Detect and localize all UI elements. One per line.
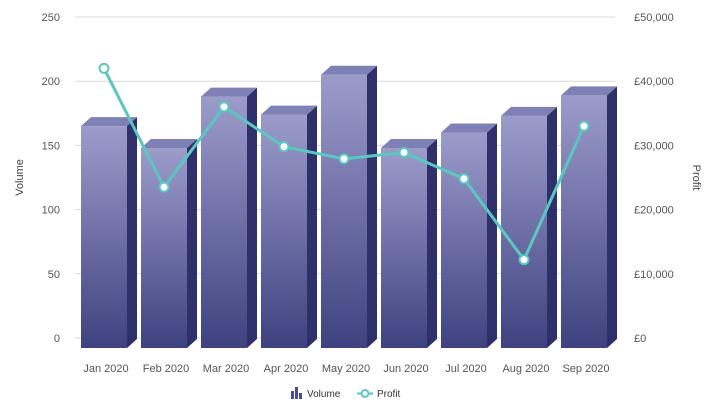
- profit-line-series: [98, 62, 590, 266]
- x-tick-label: Feb 2020: [143, 363, 189, 375]
- x-tick-label: Jan 2020: [83, 363, 128, 375]
- bar-top: [561, 86, 617, 96]
- profit-point: [518, 254, 530, 266]
- bar-front: [321, 74, 367, 348]
- left-axis-title: Volume: [14, 159, 26, 196]
- right-tick-label: £30,000: [634, 140, 674, 152]
- right-axis-title: Profit: [690, 165, 702, 191]
- legend-label-profit: Profit: [377, 389, 401, 400]
- bar-side: [307, 105, 317, 348]
- volume-bar: [321, 65, 377, 348]
- bar-front: [141, 147, 187, 348]
- right-tick-label: £0: [634, 333, 646, 345]
- profit-point: [578, 120, 590, 132]
- bar-front: [261, 114, 307, 348]
- legend-label-volume: Volume: [307, 389, 341, 400]
- legend-item-profit[interactable]: Profit: [357, 389, 401, 400]
- bar-top: [261, 105, 317, 115]
- profit-point: [398, 146, 410, 158]
- volume-bar: [381, 138, 437, 348]
- x-tick-label: Jun 2020: [383, 363, 428, 375]
- left-tick-label: 150: [42, 140, 60, 152]
- profit-point: [338, 153, 350, 165]
- profit-point: [458, 173, 470, 185]
- x-axis-ticks: Jan 2020 Feb 2020 Mar 2020 Apr 2020 May 2020…: [83, 363, 609, 375]
- right-tick-label: £10,000: [634, 269, 674, 281]
- volume-bar: [441, 123, 497, 348]
- x-tick-label: Aug 2020: [502, 363, 549, 375]
- right-tick-label: £50,000: [634, 12, 674, 24]
- bar-side: [487, 123, 497, 348]
- bar-front: [81, 126, 127, 348]
- right-axis-ticks: £0 £10,000 £20,000 £30,000 £40,000 £50,000: [634, 12, 674, 345]
- legend: Volume Profit: [291, 387, 401, 400]
- x-tick-label: Jul 2020: [445, 363, 487, 375]
- bar-side: [367, 65, 377, 348]
- bar-side: [607, 86, 617, 348]
- profit-point: [278, 141, 290, 153]
- left-axis-ticks: 0 50 100 150 200 250: [42, 12, 60, 345]
- bar-front: [561, 95, 607, 348]
- legend-bar-glyph: [291, 391, 294, 399]
- legend-marker-glyph: [360, 389, 370, 398]
- x-tick-label: Mar 2020: [203, 363, 249, 375]
- bar-front: [441, 132, 487, 348]
- volume-bars: [81, 65, 617, 348]
- bar-front: [501, 115, 547, 348]
- legend-bar-glyph: [295, 387, 298, 399]
- bar-side: [547, 106, 557, 348]
- bar-top: [441, 123, 497, 133]
- bar-top: [381, 138, 437, 148]
- profit-point: [158, 181, 170, 193]
- line-marker-icon: [357, 389, 373, 398]
- bar-side: [127, 117, 137, 348]
- bar-side: [187, 138, 197, 348]
- volume-bar: [141, 138, 197, 348]
- bar-top: [321, 65, 377, 75]
- legend-bar-glyph: [299, 393, 302, 399]
- bar-top: [141, 138, 197, 148]
- volume-bar: [81, 117, 137, 348]
- right-tick-label: £20,000: [634, 205, 674, 217]
- bar-top: [81, 117, 137, 127]
- left-tick-label: 50: [48, 269, 60, 281]
- left-tick-label: 100: [42, 205, 60, 217]
- bar-chart-icon: [291, 387, 302, 399]
- bar-side: [427, 138, 437, 348]
- right-tick-label: £40,000: [634, 76, 674, 88]
- x-tick-label: Apr 2020: [264, 363, 309, 375]
- x-tick-label: Sep 2020: [562, 363, 609, 375]
- left-tick-label: 200: [42, 76, 60, 88]
- bar-side: [247, 87, 257, 348]
- bar-front: [201, 96, 247, 348]
- bar-front: [381, 147, 427, 348]
- bar-top: [501, 106, 557, 116]
- legend-item-volume[interactable]: Volume: [291, 387, 341, 400]
- x-tick-label: May 2020: [322, 363, 370, 375]
- volume-bar: [501, 106, 557, 348]
- volume-bar: [561, 86, 617, 348]
- volume-bar: [261, 105, 317, 348]
- profit-point: [98, 62, 110, 74]
- volume-bar: [201, 87, 257, 348]
- left-tick-label: 250: [42, 12, 60, 24]
- profit-point: [218, 101, 230, 113]
- bar-top: [201, 87, 257, 97]
- left-tick-label: 0: [54, 333, 60, 345]
